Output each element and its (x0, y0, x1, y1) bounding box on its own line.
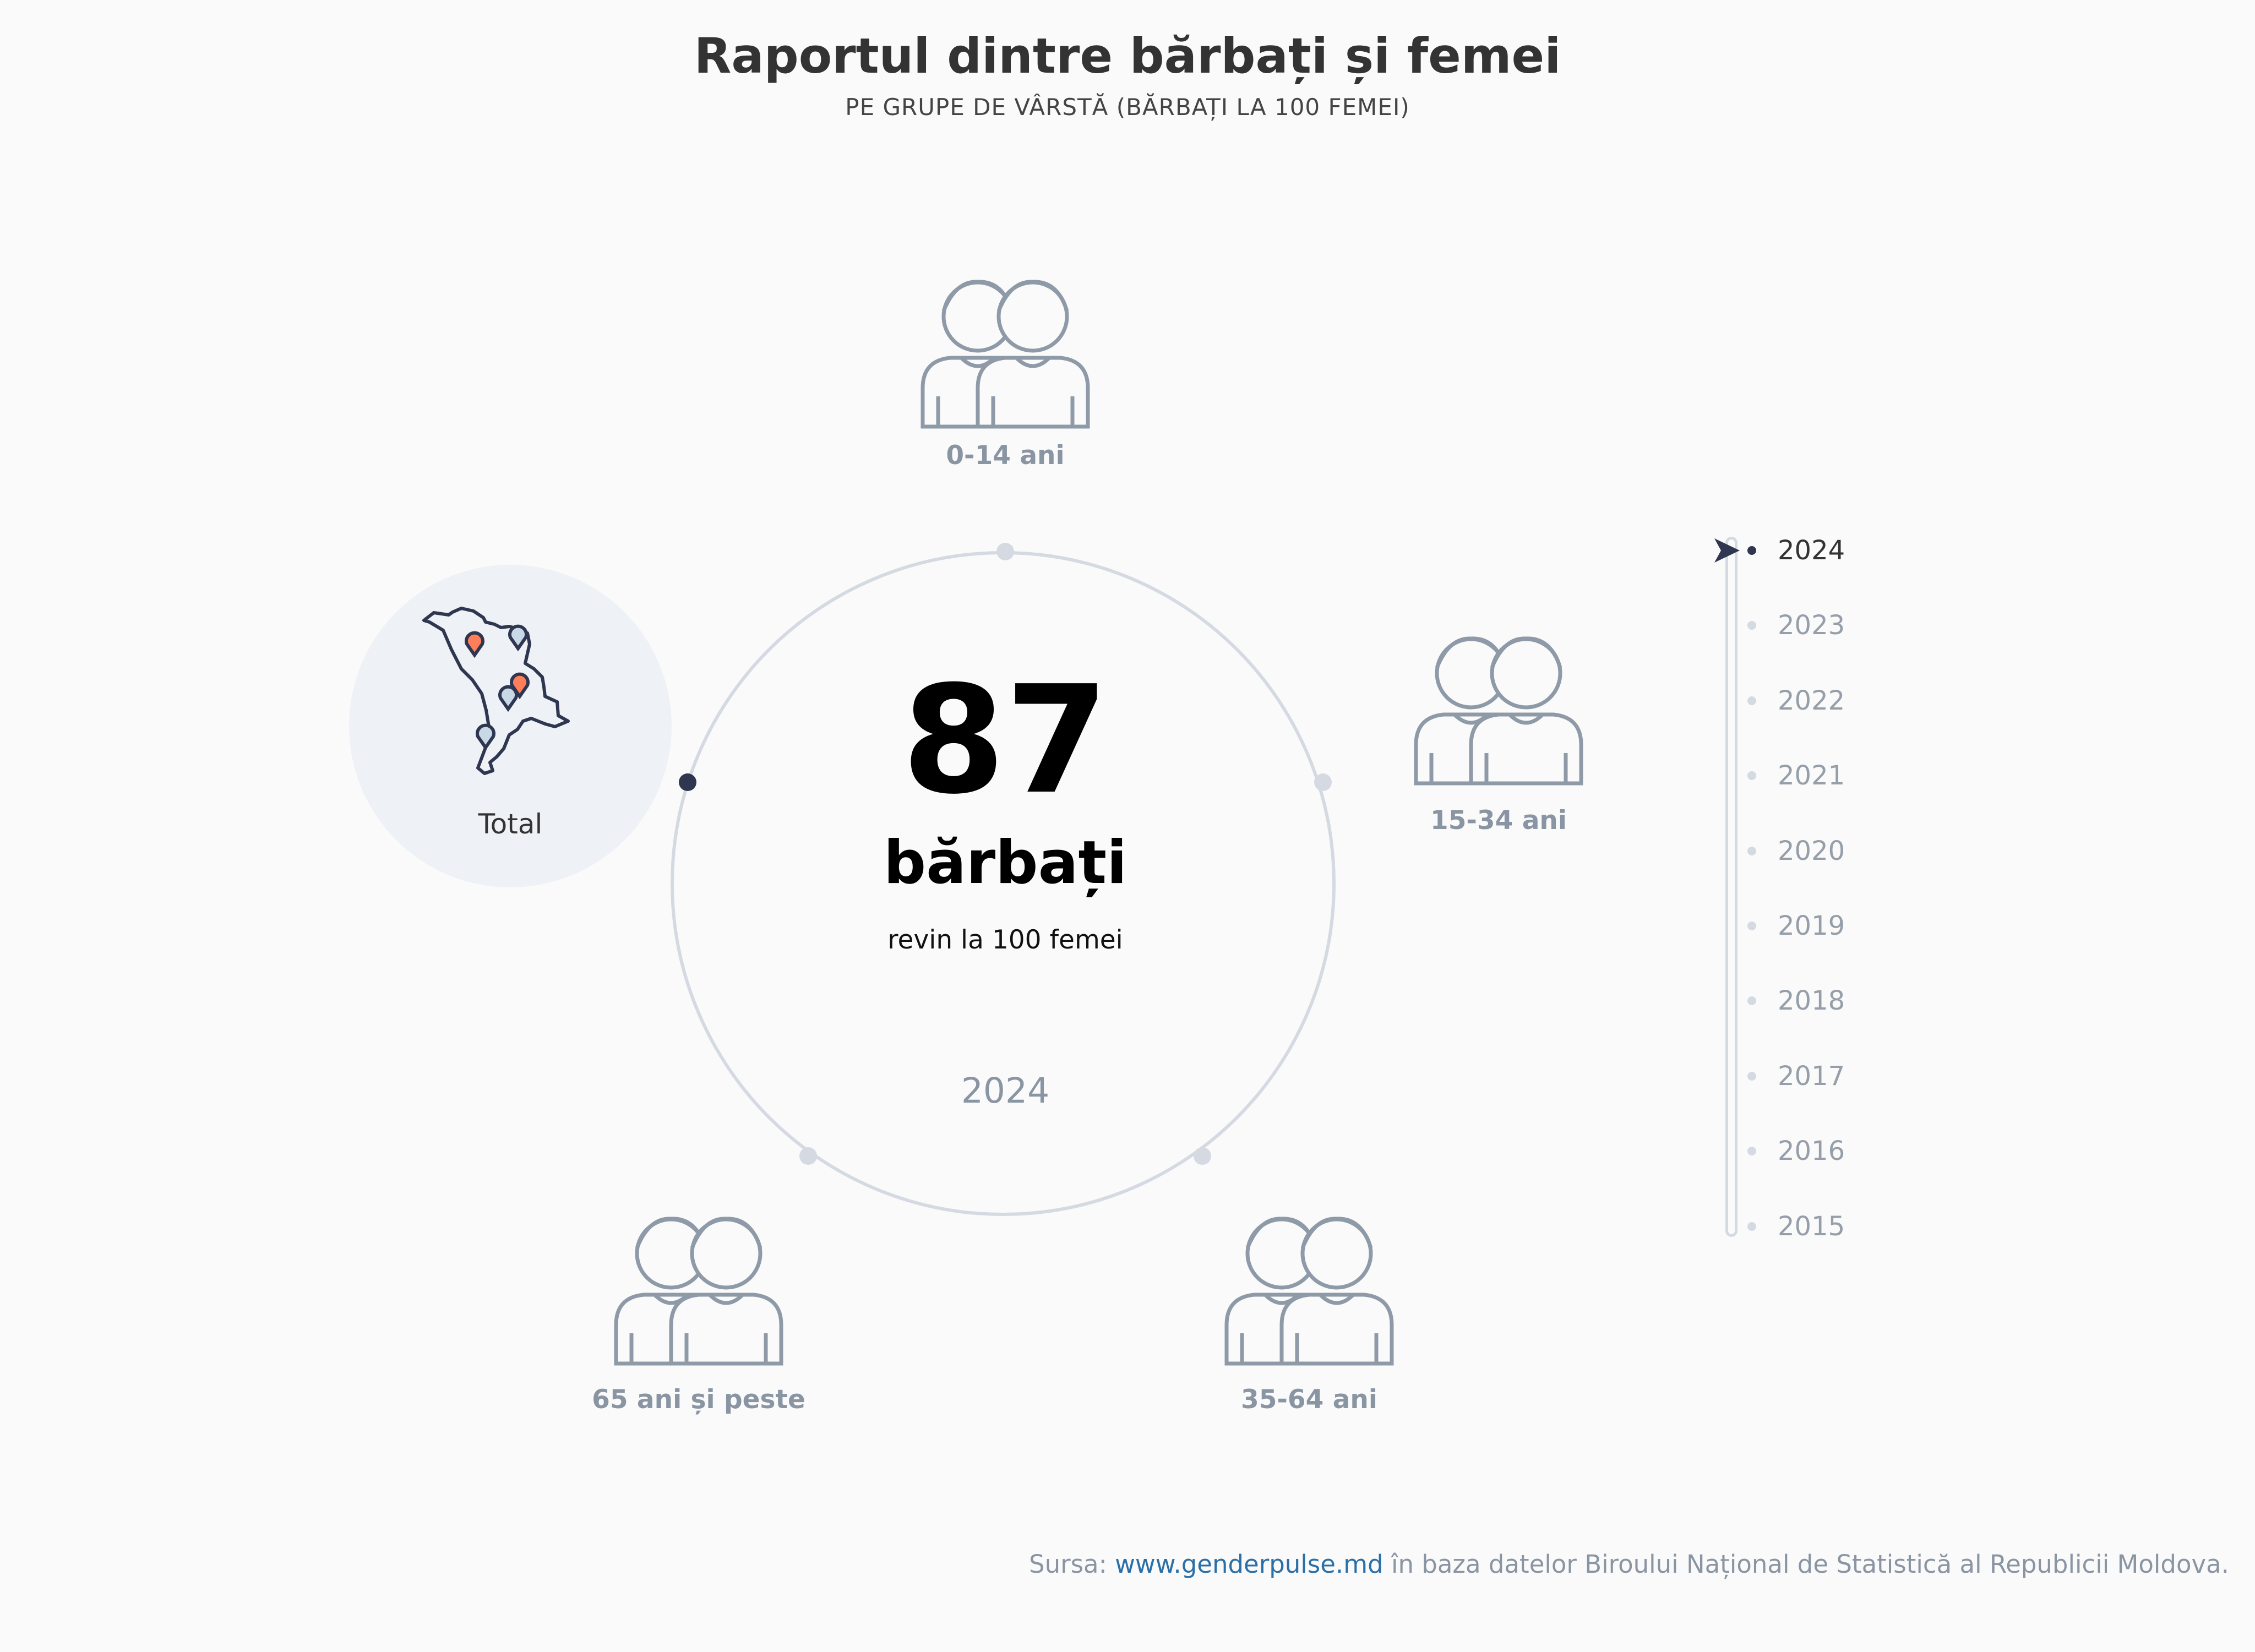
group-35-64-label: 35-64 ani (1241, 1384, 1377, 1415)
seniors-icon (614, 1217, 783, 1366)
timeline-year-label: 2024 (1778, 535, 1845, 566)
timeline-track[interactable] (1725, 537, 1737, 1237)
timeline-year-label: 2023 (1778, 610, 1845, 641)
ring-dot-total[interactable] (679, 773, 696, 791)
young-adults-icon (1414, 636, 1583, 786)
page-subtitle: PE GRUPE DE VÂRSTĂ (BĂRBAȚI LA 100 FEMEI… (845, 94, 1410, 121)
timeline-dot (1747, 996, 1756, 1006)
timeline-dot (1747, 621, 1756, 630)
ratio-description: revin la 100 femei (887, 925, 1123, 955)
timeline-dot (1747, 696, 1756, 705)
timeline-dot (1747, 1147, 1756, 1156)
ring-dot-15-34[interactable] (1314, 773, 1332, 791)
timeline-dot (1747, 771, 1756, 781)
selected-year: 2024 (961, 1071, 1050, 1111)
group-0-14[interactable] (917, 259, 1093, 435)
timeline-dot (1747, 1071, 1756, 1081)
timeline-year-label: 2020 (1778, 835, 1845, 866)
children-icon (920, 280, 1090, 429)
source-note: Sursa: www.genderpulse.md în baza datelo… (1029, 1550, 2229, 1579)
group-35-64[interactable] (1221, 1196, 1397, 1372)
timeline-dot (1747, 546, 1756, 555)
ring-dot-65-plus[interactable] (799, 1147, 817, 1165)
timeline-dot (1747, 1222, 1756, 1231)
timeline-pointer-icon (1714, 538, 1740, 563)
timeline-year-label: 2019 (1778, 910, 1845, 941)
timeline-year-label: 2021 (1778, 760, 1845, 792)
source-link[interactable]: www.genderpulse.md (1115, 1550, 1383, 1579)
moldova-map-icon (422, 607, 570, 775)
timeline-year-label: 2022 (1778, 685, 1845, 716)
group-total-label: Total (478, 808, 543, 840)
group-0-14-label: 0-14 ani (946, 440, 1065, 471)
ring-dot-35-64[interactable] (1194, 1147, 1211, 1165)
group-65-plus-label: 65 ani și peste (592, 1384, 805, 1415)
source-suffix: în baza datelor Biroului Național de Sta… (1383, 1550, 2229, 1579)
timeline-year-label: 2015 (1778, 1211, 1845, 1242)
page-title: Raportul dintre bărbați și femei (694, 28, 1561, 84)
ring-dot-0-14[interactable] (996, 543, 1014, 560)
adults-icon (1224, 1217, 1394, 1366)
timeline-dot (1747, 846, 1756, 855)
timeline-dot (1747, 922, 1756, 930)
ratio-unit: bărbați (883, 828, 1128, 897)
group-15-34-label: 15-34 ani (1430, 805, 1567, 836)
group-total[interactable] (349, 565, 672, 887)
ratio-value: 87 (902, 653, 1109, 827)
group-15-34[interactable] (1410, 615, 1587, 792)
timeline-year-label: 2017 (1778, 1060, 1845, 1092)
timeline-year-label: 2018 (1778, 985, 1845, 1017)
timeline-year-label: 2016 (1778, 1136, 1845, 1167)
group-65-plus[interactable] (611, 1196, 787, 1372)
source-prefix: Sursa: (1029, 1550, 1115, 1579)
